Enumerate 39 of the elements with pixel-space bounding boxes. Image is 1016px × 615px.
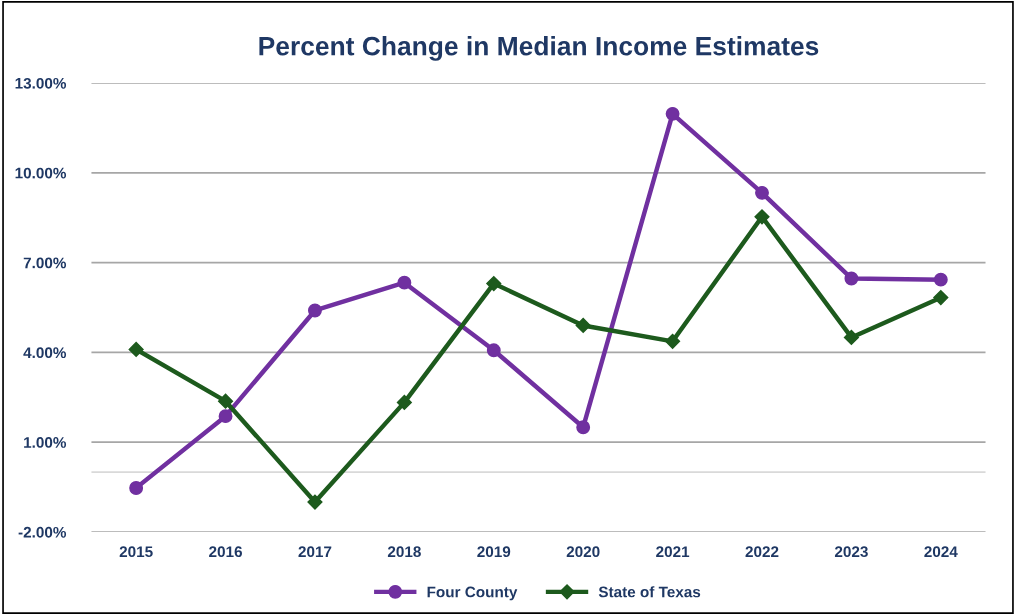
point <box>129 481 144 495</box>
y-tick-label: 13.00% <box>15 77 67 89</box>
point <box>486 343 501 358</box>
point <box>307 494 323 510</box>
x-tick-label: 2022 <box>745 546 779 558</box>
point <box>486 275 502 292</box>
y-tick-label: 7.00% <box>23 257 67 269</box>
chart-title: Percent Change in Median Income Estimates <box>259 36 819 61</box>
point <box>665 106 680 121</box>
point <box>754 209 770 225</box>
point <box>218 409 233 424</box>
y-tick-label: 1.00% <box>24 437 67 448</box>
legend-label: State of Texas <box>598 586 701 598</box>
x-tick-label: 2018 <box>387 546 421 558</box>
point <box>397 275 412 290</box>
y-tick-label: -2.00% <box>18 526 67 538</box>
legend-label: Four County <box>427 586 518 601</box>
point <box>933 290 949 306</box>
y-tick-label: 10.00% <box>15 167 67 179</box>
x-tick-label: 2015 <box>119 546 153 558</box>
x-tick-label: 2024 <box>924 546 958 558</box>
point <box>665 333 681 349</box>
x-tick-label: 2016 <box>209 546 242 558</box>
x-tick-label: 2019 <box>477 546 511 558</box>
point <box>308 303 322 318</box>
x-tick-label: 2017 <box>298 546 332 558</box>
y-tick-label: 4.00% <box>23 347 67 359</box>
x-tick-label: 2020 <box>566 546 600 558</box>
point <box>755 185 769 200</box>
point <box>844 271 859 286</box>
x-tick-label: 2021 <box>656 546 690 558</box>
point <box>396 394 412 410</box>
x-tick-label: 2023 <box>834 546 868 558</box>
point <box>576 420 591 435</box>
point <box>217 393 234 409</box>
point <box>843 329 859 346</box>
point <box>575 317 591 334</box>
point <box>933 272 948 287</box>
point <box>128 341 144 357</box>
